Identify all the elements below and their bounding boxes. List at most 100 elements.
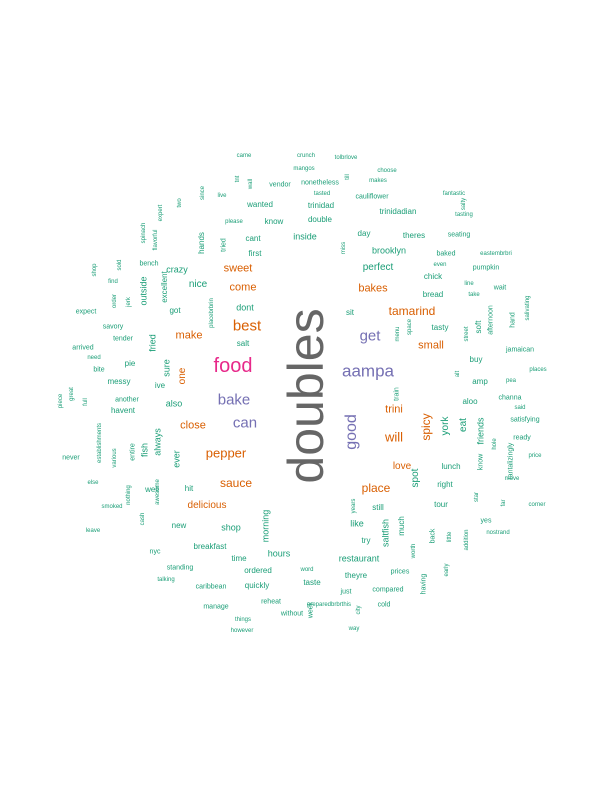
word-having: having (420, 573, 428, 595)
word-tantalizingly: tantalizingly (507, 442, 515, 480)
word-also: also (165, 398, 183, 409)
word-awesome: awesome (155, 479, 161, 505)
word-baked: baked (436, 250, 456, 258)
word-theres: theres (402, 231, 426, 240)
word-city: city (356, 605, 362, 615)
word-nostrand: nostrand (486, 530, 510, 536)
word-one: one (177, 367, 188, 385)
word-can: can (232, 414, 258, 432)
word-jamaican: jamaican (505, 346, 535, 354)
word-trini: trini (385, 403, 403, 416)
word-buy: buy (469, 355, 483, 364)
word-crazy: crazy (166, 264, 188, 275)
word-channa: channa (498, 394, 522, 402)
word-know: know (264, 217, 284, 226)
word-smoked: smoked (101, 504, 123, 510)
word-well: well (145, 485, 159, 494)
word-bench: bench (139, 260, 159, 268)
word-vendor: vendor (269, 181, 291, 189)
word-flavorful: flavorful (153, 229, 159, 251)
word-miss: miss (341, 241, 347, 255)
word-close: close (180, 419, 206, 432)
word-years: years (351, 498, 357, 514)
word-hit: hit (184, 484, 194, 493)
word-quickly: quickly (244, 581, 270, 590)
word-order: order (112, 293, 118, 309)
word-ever: ever (171, 450, 182, 468)
word-jerk: jerk (126, 297, 132, 307)
word-street: street (464, 326, 470, 342)
word-fantastic: fantastic (442, 191, 466, 197)
word-delicious: delicious (187, 500, 227, 511)
word-sweet: sweet (223, 262, 253, 275)
word-doubles: doubles (278, 308, 334, 484)
word-trinidad: trinidad (307, 201, 335, 210)
word-reheat: reheat (261, 598, 281, 606)
word-addition: addition (464, 529, 470, 551)
word-right: right (437, 480, 453, 489)
word-cash: cash (140, 512, 146, 526)
word-sure: sure (161, 359, 172, 377)
word-without: without (280, 610, 304, 618)
word-train: train (393, 387, 401, 401)
word-full: full (83, 398, 89, 406)
word-theyre: theyre (344, 571, 368, 580)
word-cauliflower: cauliflower (355, 193, 389, 201)
word-spinach: spinach (141, 222, 147, 244)
word-pepper: pepper (205, 445, 247, 461)
word-tasted: tasted (313, 191, 331, 197)
word-two: two (177, 198, 183, 208)
word-else: else (87, 480, 99, 486)
word-got: got (169, 306, 181, 315)
word-fried: fried (147, 334, 158, 352)
word-compared: compared (372, 586, 404, 594)
word-since: since (200, 185, 206, 201)
word-soft: soft (474, 320, 483, 334)
word-alt: alt (455, 370, 461, 378)
word-star: star (474, 491, 480, 503)
word-find: find (108, 279, 118, 285)
word-restaurant: restaurant (338, 553, 380, 564)
word-wanted: wanted (247, 200, 273, 209)
word-week: week (307, 601, 315, 619)
word-little: little (447, 531, 453, 543)
word-always: always (152, 428, 163, 456)
word-great: great (69, 387, 75, 401)
word-satisfying: satisfying (510, 416, 540, 424)
word-eat: eat (458, 418, 469, 432)
word-hands: hands (197, 232, 206, 254)
word-piece: piece (58, 393, 64, 409)
word-messy: messy (107, 377, 131, 386)
word-need: need (87, 355, 101, 361)
word-shop: shop (221, 522, 241, 533)
word-wall: wall (248, 178, 254, 190)
word-salty: salty (461, 197, 467, 211)
word-ready: ready (513, 434, 531, 442)
word-live: live (217, 193, 227, 199)
word-ordered: ordered (244, 566, 272, 575)
word-pie: pie (124, 359, 136, 368)
word-tried: tried (220, 238, 228, 252)
word-corner: corner (528, 502, 546, 508)
word-wait: wait (493, 284, 507, 292)
word-outside: outside (138, 276, 149, 306)
word-bread: bread (422, 290, 444, 299)
word-talking: talking (157, 577, 175, 583)
word-back: back (429, 528, 437, 544)
word-first: first (248, 249, 262, 258)
word-aampa: aampa (342, 361, 394, 381)
word-friends: friends (475, 417, 486, 445)
word-line: line (464, 281, 474, 287)
word-chick: chick (423, 272, 443, 281)
word-please: please (225, 219, 243, 225)
word-space: space (407, 318, 413, 336)
word-spicy: spicy (419, 413, 433, 441)
word-day: day (357, 229, 371, 238)
word-nyc: nyc (149, 548, 161, 556)
word-tnt: tnt (235, 175, 241, 183)
word-however: however (230, 628, 254, 634)
word-another: another (115, 396, 139, 404)
word-spot: spot (410, 468, 421, 488)
word-time: time (231, 554, 247, 563)
